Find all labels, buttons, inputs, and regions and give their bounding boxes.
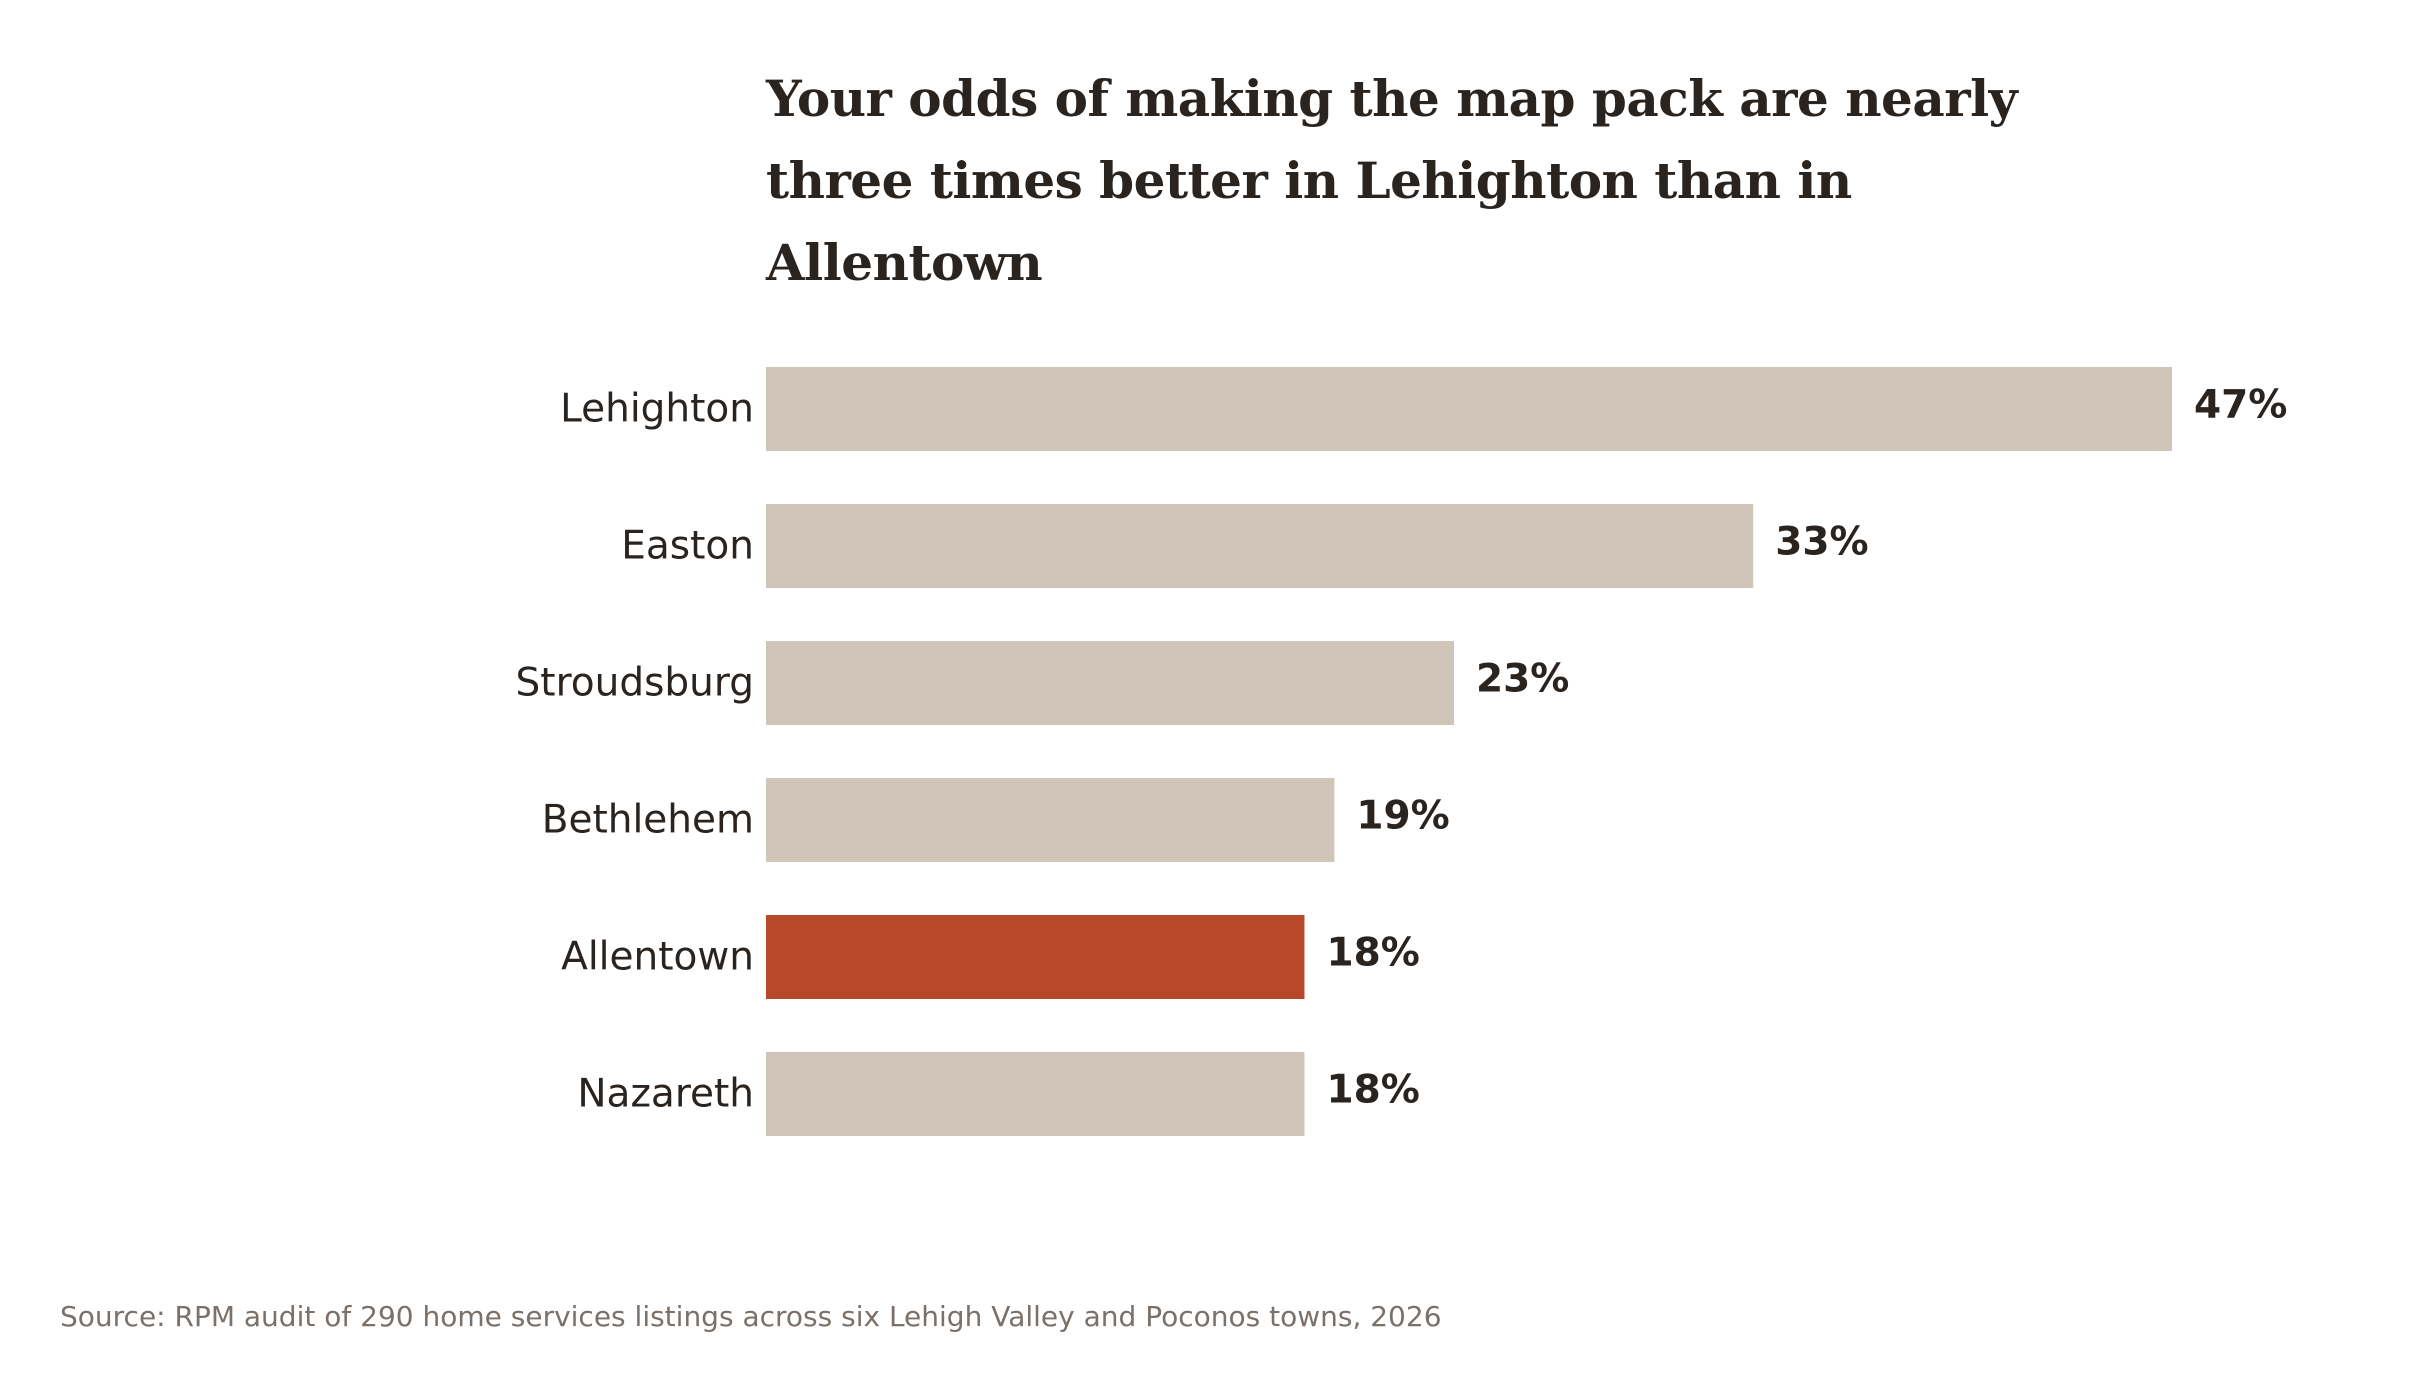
value-label-allentown: 18% <box>1326 931 1419 976</box>
category-label-easton: Easton <box>621 524 754 569</box>
bar-nazareth <box>766 1052 1305 1136</box>
category-label-nazareth: Nazareth <box>577 1072 754 1117</box>
bar-stroudsburg <box>766 641 1455 725</box>
category-label-stroudsburg: Stroudsburg <box>516 661 754 706</box>
value-label-lehighton: 47% <box>2194 383 2287 428</box>
bar-easton <box>766 504 1754 588</box>
source-note: Source: RPM audit of 290 home services l… <box>60 1300 1442 1333</box>
value-label-bethlehem: 19% <box>1356 794 1449 839</box>
bar-allentown <box>766 915 1305 999</box>
chart-title: Your odds of making the map pack are nea… <box>766 69 2018 292</box>
value-label-easton: 33% <box>1775 520 1868 565</box>
category-label-lehighton: Lehighton <box>560 387 754 432</box>
category-label-bethlehem: Bethlehem <box>542 798 754 843</box>
value-label-stroudsburg: 23% <box>1476 657 1569 702</box>
bar-bethlehem <box>766 778 1335 862</box>
category-label-allentown: Allentown <box>561 935 754 980</box>
value-label-nazareth: 18% <box>1326 1068 1419 1113</box>
bar-lehighton <box>766 367 2172 451</box>
